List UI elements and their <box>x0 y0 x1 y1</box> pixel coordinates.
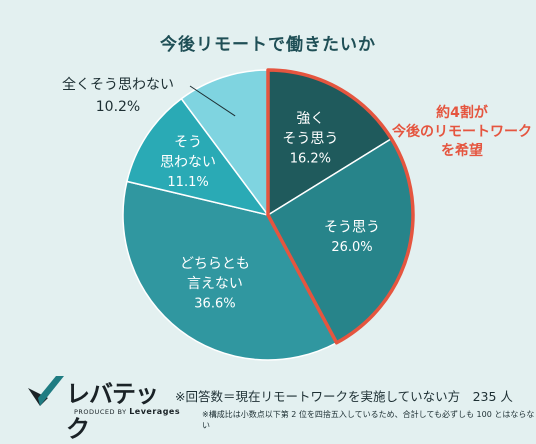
highlight-outline <box>266 68 415 345</box>
annotation-line: 今後のリモートワーク <box>392 124 532 140</box>
annotation-line: 約4割が <box>436 105 488 121</box>
outside-slice-value: 10.2% <box>95 99 141 115</box>
pie-slice <box>180 69 269 218</box>
levtech-logo: レバテック PRODUCED BY Leverages <box>26 372 180 443</box>
logo-subtitle: PRODUCED BY Leverages <box>74 407 181 416</box>
outside-slice-name: 全くそう思わない <box>62 77 174 93</box>
logo-name: レバテック <box>66 380 159 443</box>
slice-name-label: そう <box>174 134 202 150</box>
slice-name-label: そう思う <box>324 220 380 236</box>
slice-value-label: 36.6% <box>194 296 235 311</box>
slice-name-label: そう思う <box>282 131 338 147</box>
slice-name-label: 思わない <box>160 154 216 170</box>
logo-mark-icon <box>28 376 64 406</box>
rounding-note: ※構成比は小数点以下第 2 位を四捨五入しているため、合計しても必ずしも 100… <box>202 410 535 430</box>
slice-name-label: 強く <box>296 111 324 127</box>
chart-title: 今後リモートで働きたいか <box>160 35 376 55</box>
respondent-note: ※回答数＝現在リモートワークを実施していない方 235 人 <box>175 389 513 404</box>
slice-value-label: 16.2% <box>290 152 331 167</box>
pie-slice <box>122 180 338 361</box>
slice-value-label: 26.0% <box>331 240 372 255</box>
annotation-line: を希望 <box>441 143 483 159</box>
leader-line <box>189 85 236 117</box>
slice-value-label: 11.1% <box>167 175 208 190</box>
slice-name-label: 言えない <box>187 276 243 292</box>
slice-label-outside: 全くそう思わない 10.2% <box>62 74 174 118</box>
pie-slice <box>126 97 270 217</box>
slice-name-label: どちらとも <box>180 256 250 272</box>
highlight-annotation: 約4割が今後のリモートワーク を希望 <box>392 104 532 161</box>
